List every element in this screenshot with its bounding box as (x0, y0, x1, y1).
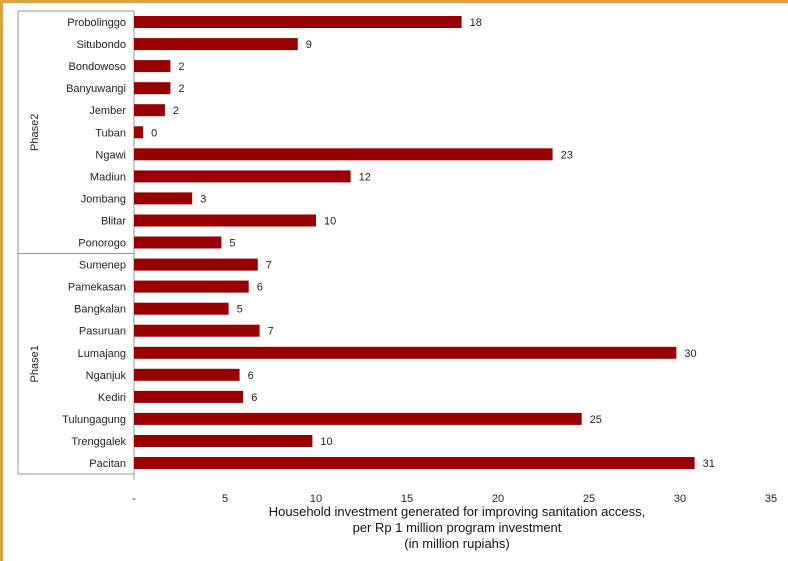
data-label: 2 (173, 105, 179, 117)
bar (134, 192, 193, 205)
data-label: 10 (324, 216, 336, 228)
data-label: 25 (590, 414, 602, 426)
bar (134, 104, 165, 117)
data-label: 5 (237, 304, 243, 316)
bar (134, 280, 249, 293)
data-label: 5 (229, 238, 235, 250)
data-label: 12 (359, 171, 371, 183)
data-label: 7 (268, 326, 274, 338)
category-label: Situbondo (76, 39, 126, 51)
category-label: Kediri (98, 392, 126, 404)
data-label: 10 (320, 436, 332, 448)
x-axis-label-line-2: per Rp 1 million program investment (353, 520, 562, 535)
category-label: Tulungagung (62, 414, 126, 426)
category-label: Bondowoso (69, 61, 127, 73)
data-label: 2 (178, 83, 184, 95)
category-label: Probolinggo (67, 17, 126, 29)
data-label: 6 (248, 370, 254, 382)
data-label: 3 (200, 193, 206, 205)
bar (134, 214, 316, 227)
x-tick-label: - (132, 493, 136, 505)
x-tick-label: 5 (222, 493, 228, 505)
labels: Probolinggo 18 Situbondo 9 Bondowoso 2 Banyuwa… (29, 17, 777, 505)
category-label: Jombang (81, 193, 126, 205)
bar (134, 170, 351, 183)
data-label: 0 (151, 127, 157, 139)
bar (134, 457, 695, 469)
bar (134, 346, 677, 359)
group-label: Phase2 (29, 114, 41, 151)
bar (134, 368, 240, 381)
bar (134, 16, 462, 28)
data-label: 7 (266, 260, 272, 272)
bar (134, 236, 222, 249)
data-label: 6 (257, 282, 263, 294)
category-label: Lumajang (78, 348, 126, 360)
bar (134, 435, 313, 447)
x-tick-label: 25 (583, 493, 595, 505)
bars (134, 16, 695, 469)
data-label: 31 (703, 458, 715, 470)
bar (134, 302, 229, 315)
bar (134, 258, 258, 271)
category-label: Sumenep (79, 260, 126, 272)
category-label: Pamekasan (68, 282, 126, 294)
category-label: Madiun (90, 171, 126, 183)
data-label: 23 (561, 149, 573, 161)
category-label: Jember (89, 105, 126, 117)
category-label: Blitar (101, 216, 126, 228)
category-label: Tuban (95, 127, 126, 139)
data-label: 18 (470, 17, 482, 29)
x-tick-label: 15 (401, 493, 413, 505)
bar (134, 60, 171, 73)
category-label: Trenggalek (71, 436, 126, 448)
category-label: Pasuruan (79, 326, 126, 338)
x-axis-label-line-3: (in million rupiahs) (404, 536, 509, 551)
bar (134, 412, 582, 425)
bar (134, 324, 260, 337)
bar (134, 390, 244, 403)
category-label: Bangkalan (74, 304, 126, 316)
category-label: Ponorogo (78, 238, 126, 250)
bar (134, 82, 171, 95)
x-tick-label: 10 (310, 493, 322, 505)
x-tick-label: 35 (765, 493, 777, 505)
x-tick-label: 20 (492, 493, 504, 505)
bar (134, 38, 298, 51)
data-label: 30 (684, 348, 696, 360)
x-axis-label-line-1: Household investment generated for impro… (269, 504, 646, 519)
data-label: 9 (306, 39, 312, 51)
category-label: Ngawi (95, 149, 126, 161)
x-tick-label: 30 (674, 493, 686, 505)
group-label: Phase1 (29, 345, 41, 382)
category-label: Nganjuk (86, 370, 127, 382)
category-label: Banyuwangi (66, 83, 126, 95)
bar (134, 126, 144, 139)
bar (134, 148, 553, 161)
category-label: Pacitan (89, 458, 126, 470)
data-label: 2 (178, 61, 184, 73)
data-label: 6 (251, 392, 257, 404)
